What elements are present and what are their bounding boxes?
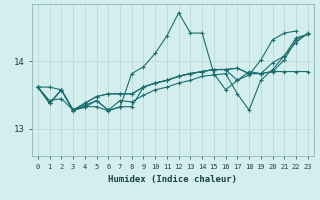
X-axis label: Humidex (Indice chaleur): Humidex (Indice chaleur)	[108, 175, 237, 184]
